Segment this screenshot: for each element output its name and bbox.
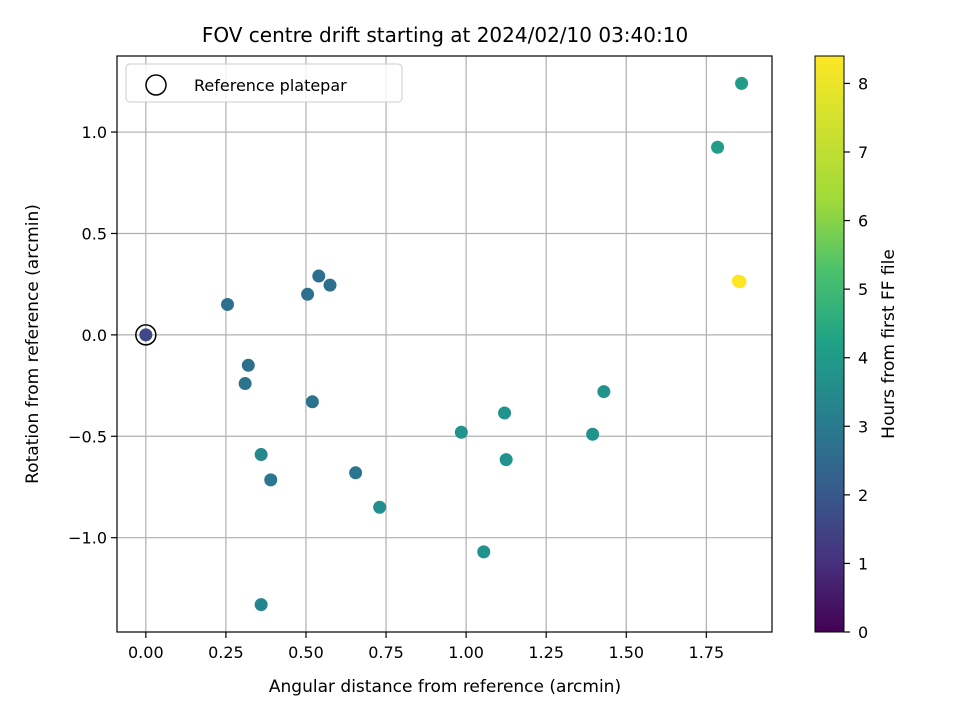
colorbar: 0 1 2 3 4 5 6 7 8 Hours from first FF file (814, 55, 899, 642)
x-tick-label: 1.50 (608, 643, 644, 662)
data-point (241, 358, 255, 372)
data-points (139, 76, 749, 612)
data-point (499, 453, 513, 467)
y-axis-label: Rotation from reference (arcmin) (23, 204, 43, 484)
colorbar-tick-label: 1 (858, 554, 868, 573)
colorbar-tick-label: 0 (858, 623, 868, 642)
data-point (221, 297, 235, 311)
y-tick-label: −1.0 (68, 529, 107, 548)
data-point (323, 278, 337, 292)
reference-marker (135, 324, 157, 346)
data-point (305, 395, 319, 409)
x-axis-ticks: 0.00 0.25 0.50 0.75 1.00 1.25 1.50 1.75 (128, 632, 724, 662)
x-tick-label: 0.75 (368, 643, 404, 662)
legend-box (125, 63, 403, 103)
colorbar-gradient (814, 55, 845, 633)
data-point (264, 473, 278, 487)
x-tick-label: 1.25 (528, 643, 564, 662)
y-tick-label: 1.0 (82, 123, 107, 142)
legend: Reference platepar (125, 63, 403, 103)
data-point (733, 275, 747, 289)
data-point (254, 448, 268, 462)
data-point (586, 427, 600, 441)
x-tick-label: 0.00 (128, 643, 164, 662)
y-axis-ticks: −1.0 −0.5 0.0 0.5 1.0 (68, 123, 117, 548)
x-tick-label: 1.75 (689, 643, 725, 662)
legend-reference-label: Reference platepar (194, 76, 347, 95)
x-tick-label: 0.50 (288, 643, 324, 662)
data-point (139, 328, 153, 342)
plot-frame (116, 55, 773, 633)
data-point (312, 269, 326, 283)
data-point (373, 500, 387, 514)
data-point (301, 287, 315, 301)
y-tick-label: 0.5 (82, 224, 107, 243)
colorbar-tick-label: 6 (858, 212, 868, 231)
data-point (597, 385, 611, 399)
colorbar-tick-label: 2 (858, 486, 868, 505)
data-point (711, 140, 725, 154)
colorbar-tick-label: 4 (858, 349, 868, 368)
colorbar-tick-label: 5 (858, 280, 868, 299)
data-point (735, 76, 749, 90)
x-tick-label: 0.25 (208, 643, 244, 662)
colorbar-label: Hours from first FF file (879, 249, 899, 439)
colorbar-tick-label: 3 (858, 417, 868, 436)
y-tick-label: −0.5 (68, 427, 107, 446)
legend-reference-marker (145, 74, 167, 96)
chart-title: FOV centre drift starting at 2024/02/10 … (202, 23, 688, 47)
data-point (254, 598, 268, 612)
colorbar-tick-label: 8 (858, 74, 868, 93)
colorbar-ticks: 0 1 2 3 4 5 6 7 8 (844, 74, 868, 642)
data-point (477, 545, 491, 559)
y-tick-label: 0.0 (82, 326, 107, 345)
data-point (454, 425, 468, 439)
grid-lines (117, 56, 772, 632)
data-point (498, 406, 512, 420)
x-axis-label: Angular distance from reference (arcmin) (269, 677, 621, 697)
x-tick-label: 1.00 (448, 643, 484, 662)
colorbar-tick-label: 7 (858, 143, 868, 162)
data-point (238, 377, 252, 391)
reference-marker-group (135, 324, 157, 346)
data-point (349, 466, 363, 480)
